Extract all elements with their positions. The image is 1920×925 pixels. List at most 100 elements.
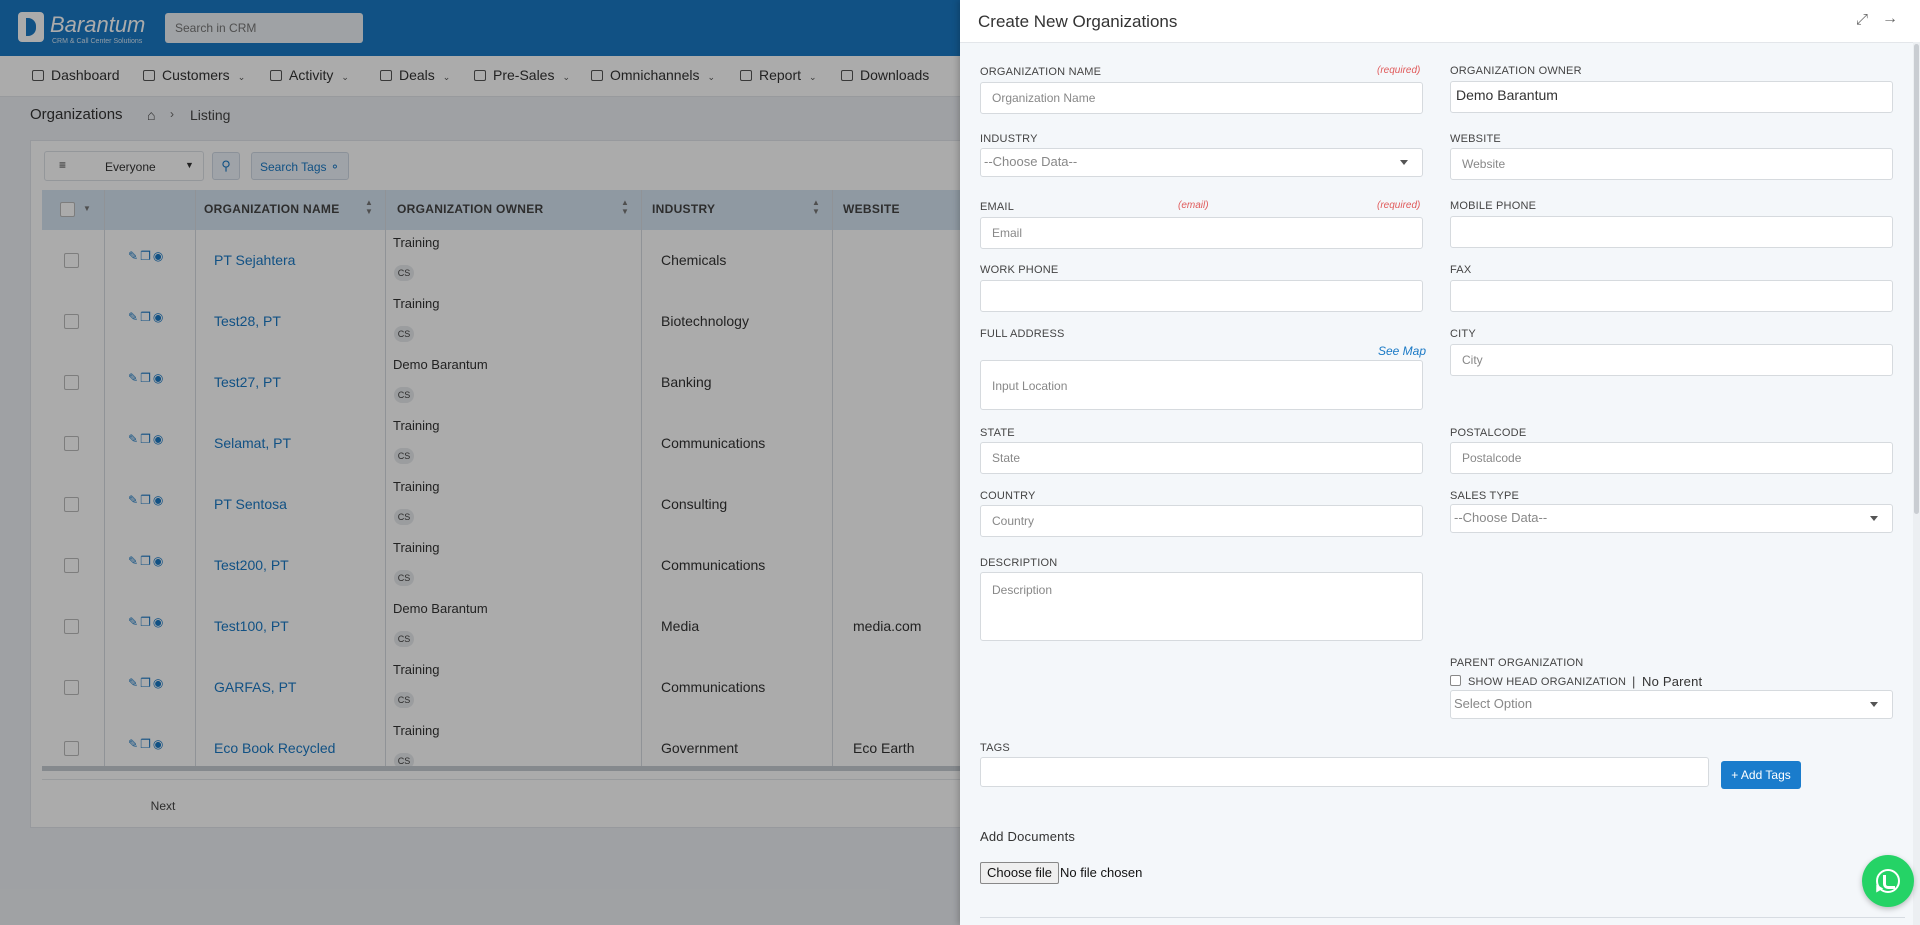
- app-logo[interactable]: Barantum CRM & Call Center Solutions: [18, 10, 148, 46]
- view-icon[interactable]: ◉: [152, 371, 166, 385]
- nav-dashboard[interactable]: Dashboard: [32, 67, 120, 83]
- next-page-button[interactable]: Next: [138, 793, 188, 819]
- row-checkbox[interactable]: [64, 375, 79, 390]
- nav-downloads[interactable]: Downloads: [841, 67, 929, 83]
- sort-icon[interactable]: ▲ ▼: [365, 198, 373, 216]
- organization-name-link[interactable]: PT Sentosa: [214, 496, 287, 512]
- edit-icon[interactable]: ✎: [128, 554, 141, 568]
- table-row[interactable]: ✎❐◉ Test100, PT Demo Barantum CS Media media.…: [42, 596, 1030, 658]
- postalcode-input[interactable]: Postalcode: [1450, 442, 1893, 474]
- parent-organization-select[interactable]: Select Option: [1450, 690, 1893, 719]
- home-icon[interactable]: ⌂: [147, 107, 156, 123]
- expand-icon[interactable]: ⤢: [1856, 11, 1869, 28]
- column-header-website[interactable]: WEBSITE: [843, 202, 900, 216]
- mobile-phone-input[interactable]: [1450, 216, 1893, 248]
- organization-name-link[interactable]: Test200, PT: [214, 557, 289, 573]
- state-input[interactable]: State: [980, 442, 1423, 474]
- view-icon[interactable]: ◉: [152, 615, 166, 629]
- add-tags-button[interactable]: + Add Tags: [1721, 761, 1801, 789]
- view-icon[interactable]: ◉: [152, 737, 166, 751]
- duplicate-icon[interactable]: ❐: [140, 493, 153, 507]
- column-header-organization-owner[interactable]: ORGANIZATION OWNER: [397, 202, 544, 216]
- row-checkbox[interactable]: [64, 436, 79, 451]
- row-checkbox[interactable]: [64, 314, 79, 329]
- modal-overlay[interactable]: [0, 0, 960, 925]
- edit-icon[interactable]: ✎: [128, 676, 141, 690]
- table-row[interactable]: ✎❐◉ Test27, PT Demo Barantum CS Banking: [42, 352, 1030, 414]
- show-head-organization-checkbox[interactable]: [1450, 675, 1461, 686]
- close-panel-icon[interactable]: →: [1882, 10, 1898, 27]
- nav-customers[interactable]: Customers ⌄: [143, 67, 245, 83]
- column-header-organization-name[interactable]: ORGANIZATION NAME: [204, 202, 340, 216]
- nav-activity[interactable]: Activity ⌄: [270, 67, 349, 83]
- duplicate-icon[interactable]: ❐: [140, 310, 153, 324]
- table-row[interactable]: ✎❐◉ PT Sentosa Training CS Consulting: [42, 474, 1030, 536]
- org-name-input[interactable]: Organization Name: [980, 82, 1423, 114]
- table-row[interactable]: ✎❐◉ PT Sejahtera Training CS Chemicals: [42, 230, 1030, 292]
- sales-type-select[interactable]: --Choose Data--: [1450, 504, 1893, 533]
- edit-icon[interactable]: ✎: [128, 371, 141, 385]
- view-icon[interactable]: ◉: [152, 310, 166, 324]
- view-icon[interactable]: ◉: [152, 493, 166, 507]
- duplicate-icon[interactable]: ❐: [140, 432, 153, 446]
- whatsapp-chat-button[interactable]: [1862, 855, 1914, 907]
- edit-icon[interactable]: ✎: [128, 615, 141, 629]
- sort-icon[interactable]: ▲ ▼: [812, 198, 820, 216]
- duplicate-icon[interactable]: ❐: [140, 737, 153, 751]
- table-row[interactable]: ✎❐◉ Test28, PT Training CS Biotechnology: [42, 291, 1030, 353]
- search-tags-button[interactable]: Search Tags ⚬: [251, 152, 349, 180]
- chevron-down-icon[interactable]: ▼: [83, 204, 91, 213]
- edit-icon[interactable]: ✎: [128, 493, 141, 507]
- email-input[interactable]: Email: [980, 217, 1423, 249]
- organization-name-link[interactable]: Test27, PT: [214, 374, 281, 390]
- view-icon[interactable]: ◉: [152, 554, 166, 568]
- fax-input[interactable]: [1450, 280, 1893, 312]
- table-row[interactable]: ✎❐◉ Selamat, PT Training CS Communications: [42, 413, 1030, 475]
- website-input[interactable]: Website: [1450, 148, 1893, 180]
- nav-pre-sales[interactable]: Pre-Sales ⌄: [474, 67, 570, 83]
- edit-icon[interactable]: ✎: [128, 432, 141, 446]
- duplicate-icon[interactable]: ❐: [140, 554, 153, 568]
- edit-icon[interactable]: ✎: [128, 737, 141, 751]
- duplicate-icon[interactable]: ❐: [140, 249, 153, 263]
- nav-report[interactable]: Report ⌄: [740, 67, 817, 83]
- row-checkbox[interactable]: [64, 619, 79, 634]
- city-input[interactable]: City: [1450, 344, 1893, 376]
- industry-select[interactable]: --Choose Data--: [980, 148, 1423, 177]
- duplicate-icon[interactable]: ❐: [140, 615, 153, 629]
- tags-input[interactable]: [980, 757, 1709, 787]
- row-checkbox[interactable]: [64, 680, 79, 695]
- scrollbar-thumb[interactable]: [1914, 44, 1919, 514]
- country-input[interactable]: Country: [980, 505, 1423, 537]
- row-checkbox[interactable]: [64, 558, 79, 573]
- description-textarea[interactable]: Description: [980, 572, 1423, 641]
- organization-name-link[interactable]: Selamat, PT: [214, 435, 292, 451]
- panel-scrollbar[interactable]: [1913, 42, 1920, 925]
- edit-icon[interactable]: ✎: [128, 249, 141, 263]
- organization-name-link[interactable]: Test28, PT: [214, 313, 281, 329]
- row-checkbox[interactable]: [64, 497, 79, 512]
- select-all-checkbox[interactable]: [60, 202, 75, 217]
- organization-name-link[interactable]: Test100, PT: [214, 618, 289, 634]
- organization-name-link[interactable]: Eco Book Recycled: [214, 740, 336, 756]
- row-checkbox[interactable]: [64, 741, 79, 756]
- view-icon[interactable]: ◉: [152, 676, 166, 690]
- address-input[interactable]: Input Location: [980, 360, 1423, 410]
- nav-deals[interactable]: Deals ⌄: [380, 67, 450, 83]
- table-row[interactable]: ✎❐◉ Test200, PT Training CS Communications: [42, 535, 1030, 597]
- organization-name-link[interactable]: PT Sejahtera: [214, 252, 296, 268]
- work-phone-input[interactable]: [980, 280, 1423, 312]
- owner-filter-select[interactable]: ≡ Everyone ▼: [44, 151, 204, 181]
- view-icon[interactable]: ◉: [152, 432, 166, 446]
- org-owner-input[interactable]: Demo Barantum: [1450, 81, 1893, 113]
- column-header-industry[interactable]: INDUSTRY: [652, 202, 716, 216]
- duplicate-icon[interactable]: ❐: [140, 676, 153, 690]
- crm-search-input[interactable]: Search in CRM: [165, 13, 363, 43]
- sort-icon[interactable]: ▲ ▼: [621, 198, 629, 216]
- nav-omnichannels[interactable]: Omnichannels ⌄: [591, 67, 715, 83]
- row-checkbox[interactable]: [64, 253, 79, 268]
- choose-file-button[interactable]: Choose file: [980, 862, 1060, 884]
- table-horizontal-scrollbar[interactable]: [42, 766, 1030, 771]
- view-icon[interactable]: ◉: [152, 249, 166, 263]
- organization-name-link[interactable]: GARFAS, PT: [214, 679, 297, 695]
